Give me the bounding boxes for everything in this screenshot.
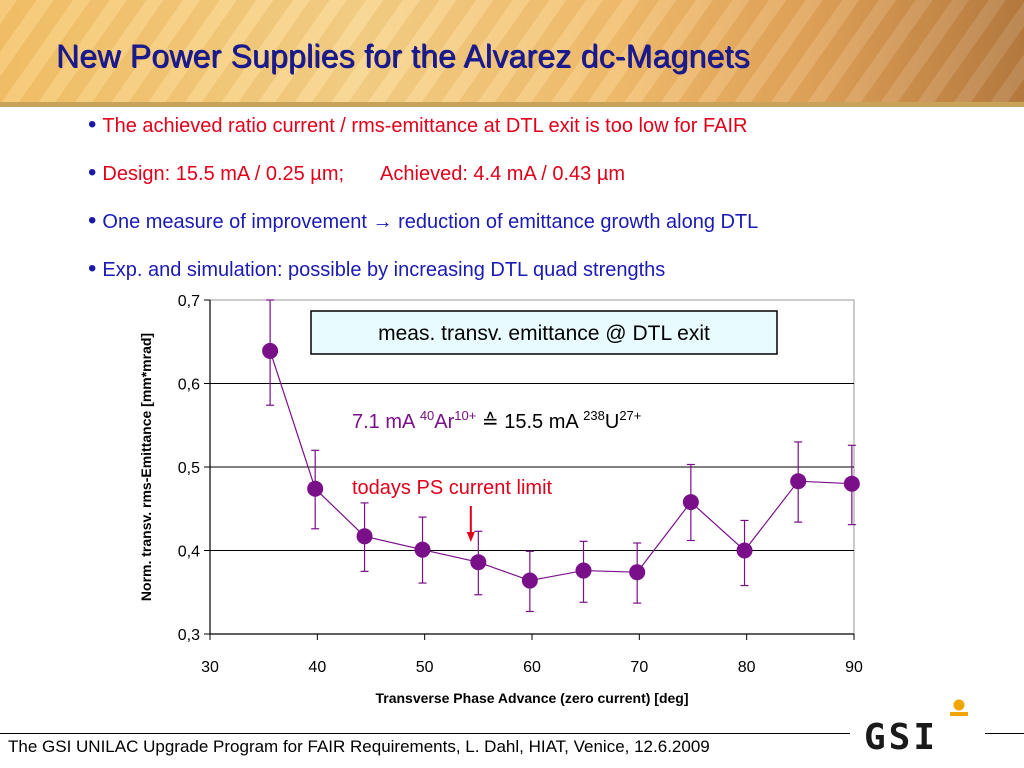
data-point xyxy=(790,473,807,490)
logo-dot-icon xyxy=(953,699,965,711)
bullet-dot-icon: • xyxy=(88,207,97,234)
ratio-sup: 40 xyxy=(420,408,434,423)
bullet-dot-icon: • xyxy=(88,111,97,138)
y-tick-label: 0,7 xyxy=(178,293,200,310)
bullet-dot-icon: • xyxy=(88,159,97,186)
data-point xyxy=(262,342,279,359)
data-point xyxy=(307,480,324,497)
ion-ratio-label: 7.1 mA 40Ar10+ ≙ 15.5 mA 238U27+ xyxy=(352,408,641,433)
data-point xyxy=(521,572,538,589)
data-point xyxy=(356,528,373,545)
current-limit-arrow xyxy=(466,506,475,542)
x-tick-label: 90 xyxy=(845,659,863,676)
data-point xyxy=(470,554,487,571)
footer-divider xyxy=(0,733,850,734)
data-point xyxy=(414,541,431,558)
x-tick-label: 70 xyxy=(630,659,648,676)
page-title: New Power Supplies for the Alvarez dc-Ma… xyxy=(56,38,750,74)
x-axis-label: Transverse Phase Advance (zero current) … xyxy=(375,690,688,706)
y-tick-label: 0,5 xyxy=(178,460,200,477)
bullet-text: The achieved ratio current / rms-emittan… xyxy=(102,115,748,137)
ratio-part: 7.1 mA xyxy=(352,411,420,433)
x-tick-label: 50 xyxy=(416,659,434,676)
data-point xyxy=(682,494,699,511)
chart-series xyxy=(262,299,860,613)
legend-box-text: meas. transv. emittance @ DTL exit xyxy=(378,322,710,345)
chart-annotations: meas. transv. emittance @ DTL exit 7.1 m… xyxy=(310,310,778,542)
x-tick-label: 40 xyxy=(308,659,326,676)
bullet-text-design: Design: 15.5 mA / 0.25 µm; xyxy=(102,163,345,185)
footer-divider-right xyxy=(985,733,1024,734)
data-point xyxy=(575,562,592,579)
x-tick-label: 80 xyxy=(738,659,756,676)
x-tick-label: 30 xyxy=(201,659,219,676)
legend-box xyxy=(310,310,778,355)
ratio-sup: 27+ xyxy=(619,408,641,423)
data-point xyxy=(736,542,753,559)
y-tick-label: 0,4 xyxy=(178,544,200,561)
data-point xyxy=(843,475,860,492)
bullet-text: One measure of improvement → reduction o… xyxy=(102,211,759,233)
y-tick-label: 0,3 xyxy=(178,627,200,644)
bullet-list: • The achieved ratio current / rms-emitta… xyxy=(88,111,758,303)
data-point xyxy=(629,564,646,581)
chart-axes: 0,3 0,4 0,5 0,6 0,7 30 40 50 60 70 80 90 Transverse … xyxy=(138,293,863,706)
current-limit-label: todays PS current limit xyxy=(352,477,553,499)
ratio-sup: 10+ xyxy=(454,408,476,423)
bullet-item: • Exp. and simulation: possible by increa… xyxy=(88,255,758,303)
header-banner: New Power Supplies for the Alvarez dc-Ma… xyxy=(0,0,1024,107)
gsi-logo: GSI xyxy=(864,699,968,755)
ratio-part: ≙ 15.5 mA xyxy=(476,411,583,433)
bullet-item: • One measure of improvement → reduction … xyxy=(88,207,758,255)
ratio-part: U xyxy=(605,411,619,433)
logo-text: GSI xyxy=(864,717,938,755)
bullet-text: Exp. and simulation: possible by increas… xyxy=(102,259,666,281)
bullet-dot-icon: • xyxy=(88,255,97,282)
series-line xyxy=(269,350,852,582)
bullet-item: • The achieved ratio current / rms-emitta… xyxy=(88,111,758,159)
ratio-part: Ar xyxy=(434,411,454,433)
bullet-text-achieved: Achieved: 4.4 mA / 0.43 µm xyxy=(380,163,626,185)
ratio-sup: 238 xyxy=(583,408,605,423)
y-tick-label: 0,6 xyxy=(178,377,200,394)
y-axis-label: Norm. transv. rms-Emittance [mm*mrad] xyxy=(138,333,154,601)
x-tick-label: 60 xyxy=(523,659,541,676)
arrow-head-icon xyxy=(466,532,475,542)
bullet-item: • Design: 15.5 mA / 0.25 µm; Achieved: 4.4… xyxy=(88,159,758,207)
footer-text: The GSI UNILAC Upgrade Program for FAIR … xyxy=(8,737,710,756)
